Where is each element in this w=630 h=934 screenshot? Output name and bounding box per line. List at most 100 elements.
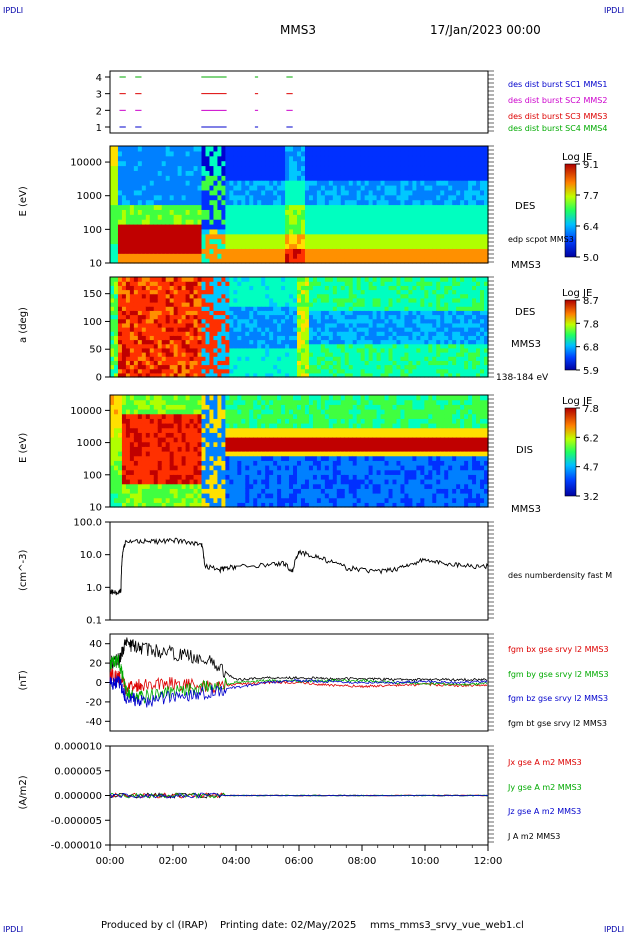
des-cell xyxy=(257,258,262,264)
des-cell xyxy=(181,233,187,240)
des-cell xyxy=(269,224,274,230)
pad-cell xyxy=(348,318,354,324)
des-cell xyxy=(237,146,242,152)
pad-cell xyxy=(320,331,326,336)
pad-cell xyxy=(356,372,362,378)
pad-cell xyxy=(388,289,394,295)
des-cell xyxy=(392,165,398,171)
des-cell xyxy=(125,170,131,176)
des-cell xyxy=(273,243,278,249)
des-cell xyxy=(293,204,298,210)
des-cell xyxy=(472,258,477,264)
pad-cell xyxy=(157,318,163,324)
pad-cell xyxy=(300,281,306,286)
des-cell xyxy=(121,194,127,201)
des-cell xyxy=(169,155,175,162)
pad-cell xyxy=(265,352,270,357)
des-cell xyxy=(237,238,242,245)
des-cell xyxy=(420,243,425,249)
des-cell xyxy=(141,165,147,171)
pad-cell xyxy=(241,289,246,295)
des-cell xyxy=(121,146,127,152)
des-colorbar-label: 6.4 xyxy=(583,222,599,233)
des-cell xyxy=(452,189,457,196)
des-cell xyxy=(141,199,147,206)
dis-cell xyxy=(145,451,151,457)
dis-cell xyxy=(141,502,147,508)
pad-cell xyxy=(197,318,203,324)
des-cell xyxy=(380,194,386,201)
pad-cell xyxy=(265,289,270,295)
des-cell xyxy=(368,170,374,176)
des-cell xyxy=(408,170,413,176)
des-cell xyxy=(304,258,310,264)
pad-cell xyxy=(416,372,421,378)
dis-cell xyxy=(129,437,135,443)
pad-cell xyxy=(181,339,187,345)
des-cell xyxy=(213,209,219,215)
pad-cell xyxy=(193,285,199,291)
pad-cell xyxy=(372,347,378,353)
des-cell xyxy=(201,199,207,206)
des-cell xyxy=(229,180,234,186)
pad-cell xyxy=(201,364,207,370)
pad-cell xyxy=(340,339,346,345)
des-cell xyxy=(348,253,354,259)
des-cell xyxy=(149,189,155,196)
des-cell xyxy=(360,204,366,210)
des-cell xyxy=(297,258,302,264)
pad-cell xyxy=(344,302,350,307)
pad-cell xyxy=(300,302,306,307)
pad-cell xyxy=(189,306,195,311)
des-cell xyxy=(384,214,390,220)
des-cell xyxy=(177,175,183,181)
pad-cell xyxy=(277,364,282,370)
des-cell xyxy=(209,199,215,206)
pad-cell xyxy=(201,335,207,341)
pad-cell xyxy=(480,322,485,328)
des-cell xyxy=(340,160,346,167)
des-cell xyxy=(133,243,139,249)
dis-cell xyxy=(110,488,115,494)
pad-cell xyxy=(281,293,286,299)
pad-cell xyxy=(177,347,183,353)
des-cell xyxy=(241,224,246,230)
pad-cell xyxy=(205,360,211,366)
pad-cell xyxy=(368,347,374,353)
pad-cell xyxy=(213,339,219,345)
pad-cell xyxy=(472,281,477,286)
pad-cell xyxy=(169,314,175,320)
des-cell xyxy=(185,233,191,240)
pad-cell xyxy=(257,364,262,370)
des-cell xyxy=(468,258,473,264)
des-cell xyxy=(392,199,398,206)
des-cell xyxy=(281,194,286,201)
pad-cell xyxy=(368,335,374,341)
pad-cell xyxy=(145,356,151,361)
des-cell xyxy=(233,189,238,196)
pad-cell xyxy=(336,314,342,320)
des-cell xyxy=(436,224,441,230)
des-cell xyxy=(432,238,437,245)
des-cell xyxy=(324,189,330,196)
des-cell xyxy=(452,243,457,249)
pad-cell xyxy=(297,306,302,311)
pad-cell xyxy=(328,281,334,286)
pad-cell xyxy=(424,302,429,307)
des-cell xyxy=(245,155,250,162)
pad-cell xyxy=(404,347,410,353)
pad-cell xyxy=(273,310,278,316)
des-cell xyxy=(320,258,326,264)
des-cell xyxy=(484,175,489,181)
des-cell xyxy=(340,165,346,171)
pad-cell xyxy=(245,364,250,370)
des-cell xyxy=(213,189,219,196)
pad-cell xyxy=(336,322,342,328)
des-cell xyxy=(277,233,282,240)
pad-cell xyxy=(436,352,441,357)
pad-cell xyxy=(300,356,306,361)
dis-cell xyxy=(129,451,135,457)
pad-cell xyxy=(324,364,330,370)
pad-cell xyxy=(404,281,410,286)
des-cell xyxy=(456,243,461,249)
